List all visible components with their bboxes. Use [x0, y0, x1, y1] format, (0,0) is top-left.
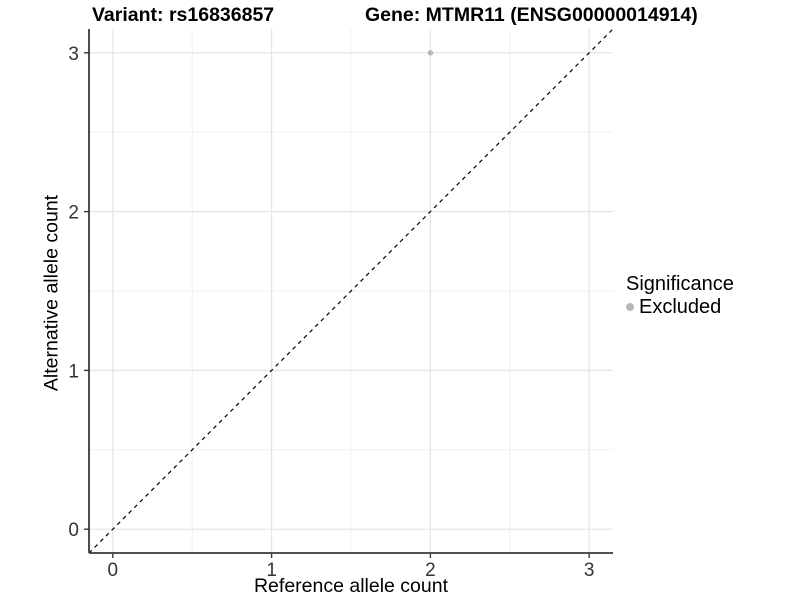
plot-title-gene: Gene: MTMR11 (ENSG00000014914) [365, 4, 698, 26]
x-tick-label: 0 [108, 560, 119, 581]
x-tick-label: 2 [425, 560, 436, 581]
legend-title: Significance [626, 273, 734, 295]
y-tick-label: 3 [68, 44, 79, 65]
plot-title-variant: Variant: rs16836857 [92, 4, 275, 26]
legend: Significance Excluded [626, 273, 734, 318]
x-axis-title: Reference allele count [253, 575, 449, 597]
excluded-point-icon [626, 303, 634, 311]
y-tick-label: 2 [68, 203, 79, 224]
x-tick-label: 1 [266, 560, 277, 581]
identity-line [88, 28, 614, 554]
x-tick-label: 3 [584, 560, 595, 581]
legend-item-excluded: Excluded [626, 296, 734, 318]
legend-item-label: Excluded [639, 296, 722, 318]
y-tick-label: 1 [68, 361, 79, 382]
y-tick-label: 0 [68, 520, 79, 541]
y-axis-title: Alternative allele count [40, 194, 63, 392]
data-point [427, 50, 434, 56]
